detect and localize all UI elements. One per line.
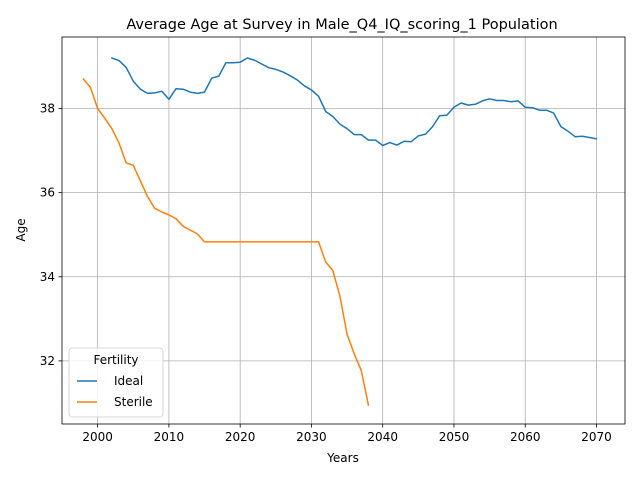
x-tick-label: 2070 — [581, 430, 612, 444]
y-axis-title: Age — [14, 218, 28, 241]
x-tick-label: 2030 — [296, 430, 327, 444]
legend-label-sterile: Sterile — [114, 395, 153, 409]
legend-label-ideal: Ideal — [114, 374, 143, 388]
chart-title: Average Age at Survey in Male_Q4_IQ_scor… — [126, 17, 557, 33]
y-tick-label: 32 — [40, 354, 55, 368]
x-axis-title: Years — [326, 451, 359, 465]
legend: Fertility Ideal Sterile — [68, 347, 164, 418]
x-tick-label: 2060 — [510, 430, 541, 444]
axis-ticks: 2000 2010 2020 2030 2040 2050 2060 2070 32 34 36 38 — [40, 102, 612, 444]
series-lines — [82, 57, 598, 406]
y-tick-label: 34 — [40, 270, 55, 284]
y-tick-label: 38 — [40, 102, 55, 116]
plot-area-frame — [61, 36, 626, 425]
legend-box — [68, 347, 164, 418]
x-tick-label: 2010 — [154, 430, 185, 444]
x-tick-label: 2050 — [439, 430, 470, 444]
series-line-sterile — [82, 78, 370, 406]
x-tick-label: 2020 — [225, 430, 256, 444]
legend-title: Fertility — [93, 353, 138, 367]
x-tick-label: 2000 — [82, 430, 113, 444]
y-tick-label: 36 — [40, 186, 55, 200]
series-line-ideal — [110, 57, 598, 147]
x-tick-label: 2040 — [367, 430, 398, 444]
